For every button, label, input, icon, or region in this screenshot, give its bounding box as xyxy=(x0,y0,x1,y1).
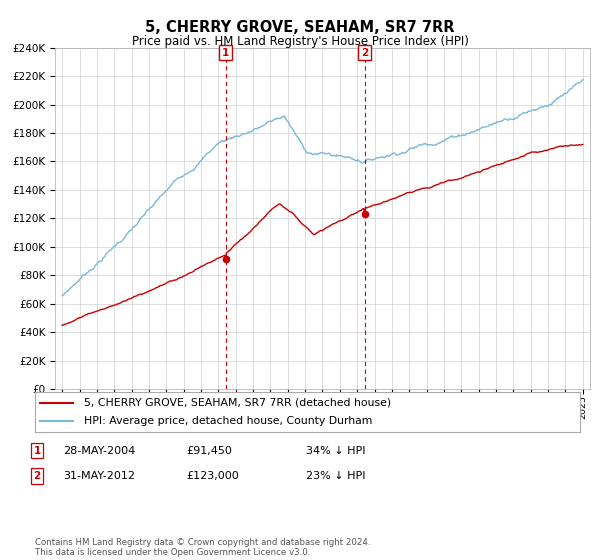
Text: Price paid vs. HM Land Registry's House Price Index (HPI): Price paid vs. HM Land Registry's House … xyxy=(131,35,469,48)
Text: 23% ↓ HPI: 23% ↓ HPI xyxy=(306,471,365,481)
Text: 5, CHERRY GROVE, SEAHAM, SR7 7RR (detached house): 5, CHERRY GROVE, SEAHAM, SR7 7RR (detach… xyxy=(84,398,391,408)
Text: £91,450: £91,450 xyxy=(186,446,232,456)
Text: 31-MAY-2012: 31-MAY-2012 xyxy=(63,471,135,481)
Text: 34% ↓ HPI: 34% ↓ HPI xyxy=(306,446,365,456)
Text: £123,000: £123,000 xyxy=(186,471,239,481)
Text: 2: 2 xyxy=(34,471,41,481)
Text: HPI: Average price, detached house, County Durham: HPI: Average price, detached house, Coun… xyxy=(84,417,372,426)
Text: Contains HM Land Registry data © Crown copyright and database right 2024.
This d: Contains HM Land Registry data © Crown c… xyxy=(35,538,370,557)
Text: 5, CHERRY GROVE, SEAHAM, SR7 7RR: 5, CHERRY GROVE, SEAHAM, SR7 7RR xyxy=(145,20,455,35)
Text: 1: 1 xyxy=(222,48,229,58)
Text: 1: 1 xyxy=(34,446,41,456)
Text: 28-MAY-2004: 28-MAY-2004 xyxy=(63,446,135,456)
Text: 2: 2 xyxy=(361,48,368,58)
